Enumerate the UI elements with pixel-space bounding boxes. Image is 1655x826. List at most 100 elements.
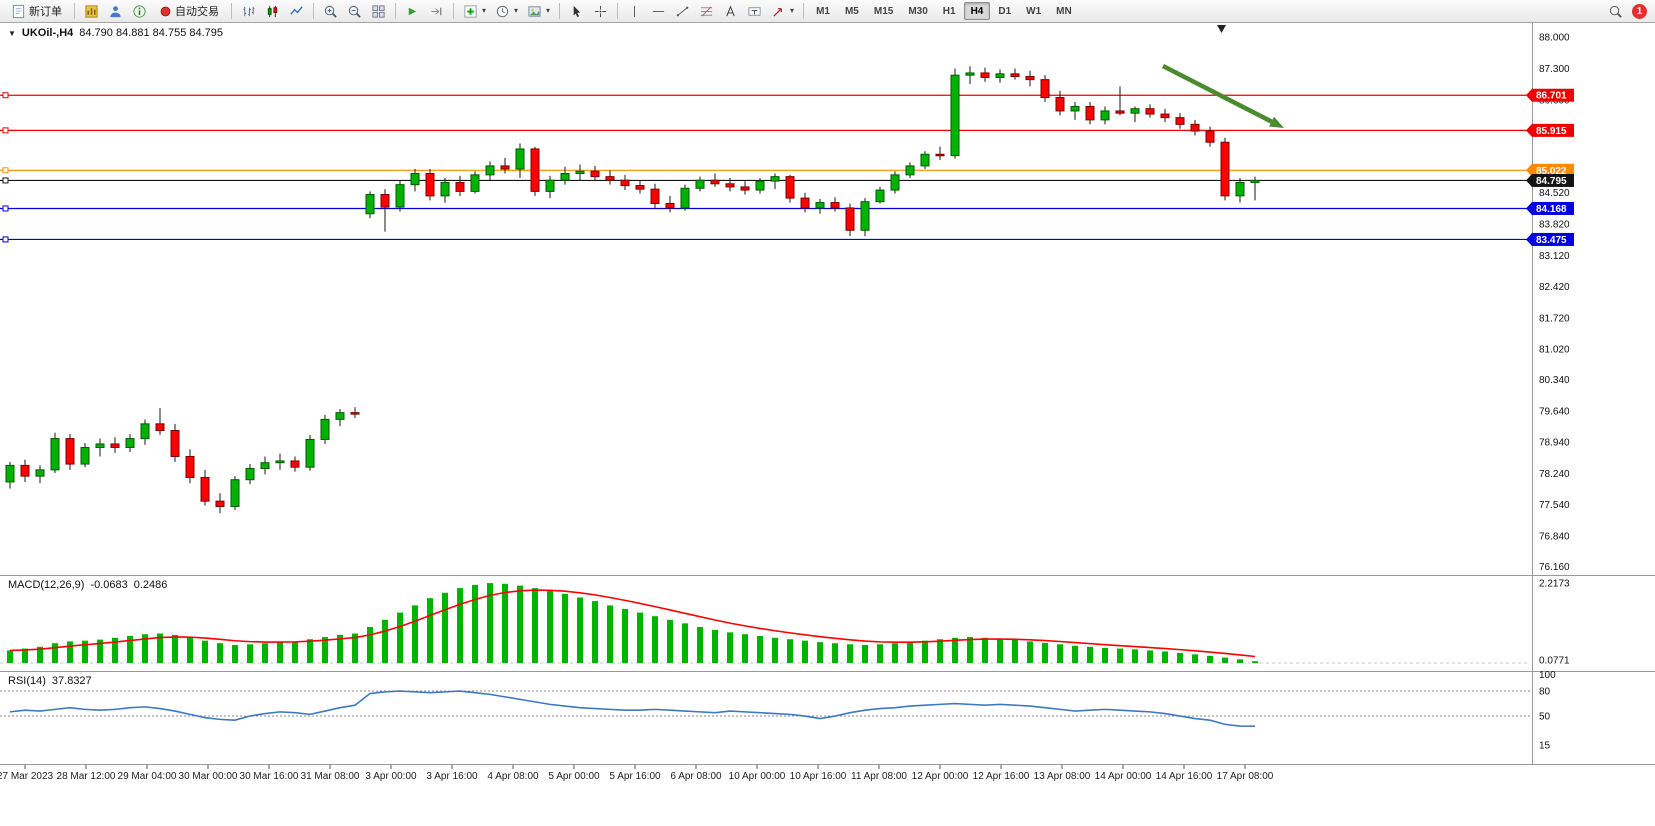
macd-title: MACD(12,26,9) — [8, 579, 85, 591]
line-anchor[interactable] — [2, 92, 9, 99]
macd-bar — [1042, 642, 1048, 663]
time-label[interactable]: 30 Mar 16:00 — [240, 771, 299, 782]
time-label[interactable]: 14 Apr 00:00 — [1095, 771, 1152, 782]
candle — [425, 173, 435, 197]
zoom-out-button[interactable] — [343, 1, 366, 21]
trend-arrow-annotation[interactable] — [1161, 63, 1273, 124]
time-label[interactable]: 10 Apr 00:00 — [729, 771, 786, 782]
time-label[interactable]: 31 Mar 08:00 — [301, 771, 360, 782]
time-label[interactable]: 10 Apr 16:00 — [790, 771, 847, 782]
line-chart-icon — [290, 5, 303, 15]
auto-scroll-button[interactable] — [401, 1, 424, 21]
timeframe-button-m15[interactable]: M15 — [867, 2, 900, 20]
zoom-in-button[interactable] — [319, 1, 342, 21]
vertical-line-icon — [634, 5, 636, 17]
arrow-object-icon — [773, 7, 783, 17]
line-anchor[interactable] — [2, 205, 9, 212]
macd-bar — [622, 609, 628, 663]
data-window-button[interactable] — [128, 1, 151, 21]
indicators-button[interactable]: ▾ — [459, 1, 490, 21]
time-label[interactable]: 13 Apr 08:00 — [1034, 771, 1091, 782]
time-label[interactable]: 28 Mar 12:00 — [57, 771, 116, 782]
tile-windows-button[interactable] — [367, 1, 390, 21]
time-label[interactable]: 14 Apr 16:00 — [1156, 771, 1213, 782]
chart-collapse-icon[interactable]: ▼ — [8, 28, 16, 38]
time-label[interactable]: 4 Apr 08:00 — [487, 771, 539, 782]
line-anchor[interactable] — [2, 127, 9, 134]
time-label[interactable]: 17 Apr 08:00 — [1217, 771, 1274, 782]
time-label[interactable]: 3 Apr 00:00 — [365, 771, 417, 782]
price-tick-label: 88.000 — [1539, 33, 1570, 44]
timeframe-button-w1[interactable]: W1 — [1019, 2, 1048, 20]
macd-bar — [937, 639, 943, 663]
tile-windows-icon — [372, 4, 385, 18]
data-window-icon — [133, 4, 146, 18]
caret-down-icon: ▾ — [514, 6, 519, 15]
candle — [290, 460, 300, 468]
time-label[interactable]: 12 Apr 16:00 — [973, 771, 1030, 782]
line-anchor[interactable] — [2, 177, 9, 184]
timeframe-button-m1[interactable]: M1 — [809, 2, 837, 20]
trendline-button[interactable] — [671, 1, 694, 21]
periods-button[interactable]: ▾ — [491, 1, 522, 21]
toolbar-separator — [617, 3, 619, 19]
macd-bar — [682, 623, 688, 663]
candle — [350, 412, 360, 415]
timeframe-button-h4[interactable]: H4 — [963, 2, 991, 20]
macd-bar — [1012, 639, 1018, 663]
chart-symbol-label: UKOil-,H4 — [21, 27, 74, 39]
candle — [80, 447, 90, 465]
fibonacci-button[interactable] — [695, 1, 718, 21]
time-label[interactable]: 12 Apr 00:00 — [912, 771, 969, 782]
timeframe-button-m5[interactable]: M5 — [838, 2, 866, 20]
vertical-line-button[interactable] — [623, 1, 646, 21]
macd-bar — [307, 639, 313, 663]
macd-bar — [967, 637, 973, 663]
templates-button[interactable]: ▾ — [523, 1, 554, 21]
timeframe-button-h1[interactable]: H1 — [936, 2, 963, 20]
time-label[interactable]: 6 Apr 08:00 — [670, 771, 722, 782]
macd-bar — [142, 634, 148, 663]
time-label[interactable]: 29 Mar 04:00 — [118, 771, 177, 782]
bar-chart-button[interactable] — [237, 1, 260, 21]
text-tool-icon — [726, 5, 735, 16]
notification-badge[interactable]: 1 — [1632, 3, 1647, 19]
search-button[interactable] — [1604, 1, 1627, 21]
shapes-button[interactable]: ▾ — [767, 1, 798, 21]
candle — [1070, 105, 1080, 112]
candle — [125, 438, 135, 449]
cursor-button[interactable] — [565, 1, 588, 21]
price-tick-label: 83.120 — [1539, 251, 1570, 262]
timeframe-button-m30[interactable]: M30 — [901, 2, 934, 20]
time-label[interactable]: 3 Apr 16:00 — [426, 771, 478, 782]
candlestick-chart-button[interactable] — [261, 1, 284, 21]
auto-trading-button[interactable]: 自动交易 — [152, 1, 226, 21]
line-anchor[interactable] — [2, 167, 9, 174]
candle — [1205, 130, 1215, 143]
text-tool-button[interactable] — [719, 1, 742, 21]
chart-top-marker — [1217, 25, 1226, 33]
time-label[interactable]: 11 Apr 08:00 — [851, 771, 907, 782]
timeframe-button-mn[interactable]: MN — [1049, 2, 1079, 20]
candle — [500, 165, 510, 170]
time-label[interactable]: 27 Mar 2023 — [0, 771, 54, 782]
timeframe-button-d1[interactable]: D1 — [991, 2, 1018, 20]
new-order-button[interactable]: 新订单 — [4, 1, 69, 21]
macd-bar — [1087, 646, 1093, 663]
navigator-button[interactable] — [104, 1, 127, 21]
chart-ohlc-label: 84.790 84.881 84.755 84.795 — [79, 27, 224, 39]
shift-chart-button[interactable] — [425, 1, 448, 21]
crosshair-button[interactable] — [589, 1, 612, 21]
candle — [5, 464, 15, 483]
market-watch-button[interactable] — [80, 1, 103, 21]
time-label[interactable]: 5 Apr 16:00 — [609, 771, 661, 782]
label-tool-button[interactable] — [743, 1, 766, 21]
line-anchor[interactable] — [2, 236, 9, 243]
line-chart-button[interactable] — [285, 1, 308, 21]
macd-bar — [1117, 648, 1123, 663]
time-label[interactable]: 5 Apr 00:00 — [548, 771, 600, 782]
horizontal-line-button[interactable] — [647, 1, 670, 21]
time-label[interactable]: 30 Mar 00:00 — [179, 771, 238, 782]
candle — [950, 74, 960, 157]
